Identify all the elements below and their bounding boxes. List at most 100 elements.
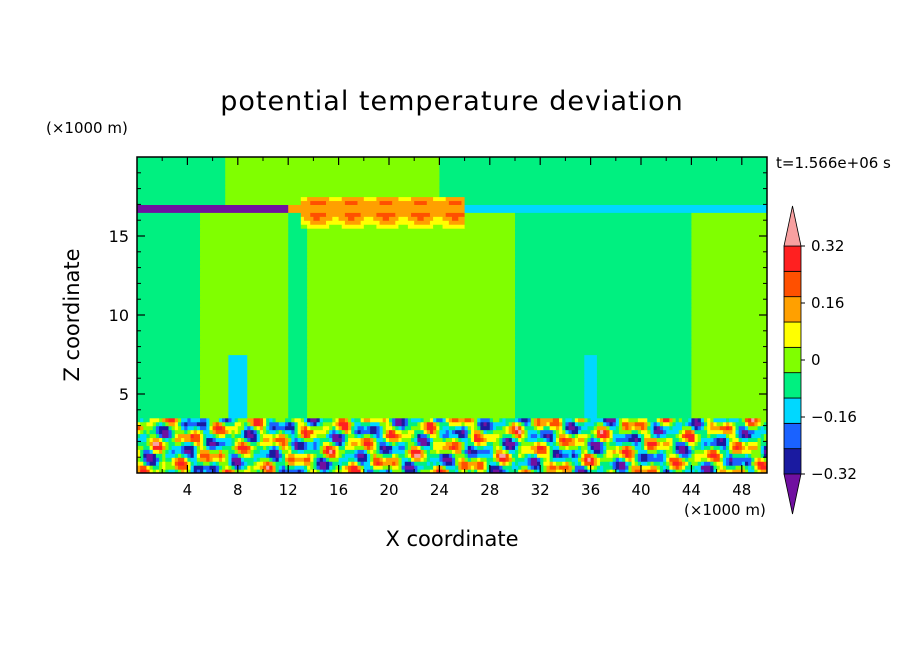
heatmap-cell (524, 425, 535, 431)
heatmap-cell (137, 236, 201, 241)
heatmap-cell (137, 366, 201, 371)
heatmap-cell (700, 461, 705, 466)
heatmap-cell (225, 157, 440, 162)
heatmap-cell (137, 216, 201, 221)
heatmap-cell (707, 441, 711, 446)
heatmap-cell (196, 429, 201, 435)
heatmap-cell (596, 378, 692, 383)
heatmap-cell (461, 429, 466, 435)
heatmap-cell (562, 453, 570, 458)
heatmap-cell (568, 429, 573, 435)
heatmap-cell (363, 425, 368, 431)
heatmap-cell (492, 457, 497, 462)
heatmap-cell (543, 469, 548, 473)
heatmap-cell (574, 421, 579, 427)
heatmap-cell (137, 397, 201, 403)
heatmap-cell (429, 429, 434, 435)
heatmap-cell (704, 441, 708, 446)
heatmap-cell (234, 445, 239, 450)
heatmap-cell (628, 445, 633, 450)
heatmap-cell (511, 461, 516, 466)
heatmap-cell (275, 449, 280, 454)
heatmap-cell (543, 465, 548, 470)
heatmap-cell (200, 441, 204, 446)
heatmap-cell (228, 362, 248, 367)
heatmap-cell (174, 441, 182, 446)
heatmap-cell (140, 425, 144, 431)
heatmap-cell (307, 259, 516, 265)
heatmap-cell (137, 429, 141, 435)
heatmap-cell (285, 461, 289, 466)
heatmap-cell (310, 425, 324, 431)
heatmap-cell (429, 461, 434, 466)
heatmap-cell (288, 326, 308, 332)
y-tick-label: 5 (119, 385, 129, 404)
heatmap-cell (313, 441, 318, 446)
heatmap-cell (278, 457, 283, 462)
heatmap-cell (222, 417, 226, 423)
heatmap-cell (307, 251, 516, 257)
heatmap-cell (738, 437, 743, 442)
heatmap-cell (748, 441, 759, 446)
heatmap-cell (439, 180, 767, 186)
heatmap-cell (288, 362, 308, 367)
heatmap-cell (527, 421, 532, 427)
heatmap-cell (559, 441, 563, 446)
heatmap-cell (596, 354, 692, 360)
heatmap-cell (508, 445, 513, 450)
heatmap-cell (691, 315, 767, 320)
heatmap-cell (508, 425, 513, 431)
heatmap-cell (584, 386, 598, 391)
heatmap-cell (231, 417, 236, 423)
heatmap-cell (445, 196, 466, 202)
heatmap-cell (316, 445, 321, 450)
heatmap-cell (704, 449, 708, 454)
heatmap-cell (272, 465, 277, 470)
heatmap-cell (288, 228, 308, 233)
heatmap-cell (483, 445, 494, 450)
heatmap-cell (685, 449, 689, 454)
heatmap-cell (458, 216, 466, 221)
heatmap-cell (659, 421, 664, 427)
heatmap-cell (209, 449, 220, 454)
heatmap-cell (338, 453, 343, 458)
heatmap-cell (455, 425, 463, 431)
heatmap-cell (477, 469, 485, 473)
heatmap-cell (590, 429, 595, 435)
heatmap-cell (404, 421, 409, 427)
heatmap-cell (622, 445, 626, 450)
heatmap-cell (596, 429, 601, 435)
heatmap-cell (247, 362, 289, 367)
heatmap-cell (398, 441, 406, 446)
heatmap-cell (496, 445, 500, 450)
heatmap-cell (137, 370, 201, 375)
heatmap-cell (159, 425, 170, 431)
heatmap-cell (691, 366, 767, 371)
heatmap-cell (537, 469, 541, 473)
heatmap-cell (256, 469, 261, 473)
heatmap-cell (713, 461, 718, 466)
heatmap-cell (603, 429, 607, 435)
heatmap-cell (313, 445, 318, 450)
heatmap-cell (439, 172, 767, 178)
heatmap-cell (247, 386, 289, 391)
heatmap-cell (417, 421, 422, 427)
heatmap-cell (307, 311, 516, 316)
heatmap-cell (647, 469, 658, 473)
heatmap-cell (137, 461, 144, 466)
heatmap-cell (634, 425, 642, 431)
heatmap-cell (634, 461, 639, 466)
heatmap-cell (360, 441, 365, 446)
heatmap-cell (502, 441, 507, 446)
heatmap-cell (470, 429, 475, 435)
heatmap-cell (177, 417, 182, 423)
heatmap-cell (549, 421, 560, 427)
heatmap-cell (565, 445, 570, 450)
heatmap-cell (423, 453, 428, 458)
heatmap-cell (177, 461, 185, 466)
heatmap-cell (228, 409, 248, 415)
heatmap-cell (187, 461, 192, 466)
heatmap-cell (137, 157, 226, 162)
heatmap-cell (515, 236, 692, 241)
heatmap-cell (559, 449, 563, 454)
